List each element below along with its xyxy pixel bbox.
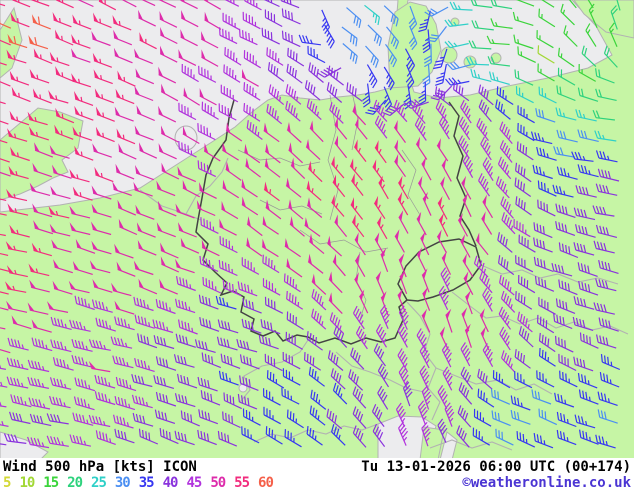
country-border xyxy=(239,333,313,403)
germany-border xyxy=(397,238,482,302)
map-datetime: Tu 13-01-2026 06:00 UTC (00+174) xyxy=(361,458,631,475)
legend-value: 20 xyxy=(67,474,83,490)
land-region xyxy=(573,0,634,39)
legend-value: 45 xyxy=(186,474,202,490)
lake xyxy=(174,125,198,151)
sea-region xyxy=(0,431,49,460)
legend-value: 60 xyxy=(258,474,274,490)
country-border xyxy=(185,157,229,215)
legend-value: 55 xyxy=(234,474,250,490)
country-border xyxy=(335,351,425,393)
germany-border xyxy=(448,101,477,247)
wind-barbs-layer xyxy=(0,0,621,449)
legend-value: 15 xyxy=(43,474,59,490)
country-border xyxy=(429,439,513,451)
copyright-label: ©weatheronline.co.uk xyxy=(462,474,631,490)
map-footer: Wind 500 hPa [kts] ICON Tu 13-01-2026 06… xyxy=(0,458,634,490)
legend-value: 10 xyxy=(19,474,35,490)
legend-value: 30 xyxy=(114,474,131,490)
country-border xyxy=(480,264,619,285)
wind-map-svg xyxy=(0,0,634,460)
state-border xyxy=(401,149,421,216)
legend-value: 5 xyxy=(3,474,12,490)
state-border xyxy=(327,94,339,221)
state-border xyxy=(237,149,321,167)
wind-speed-legend: 5 10 15 20 25 30 35 40 45 50 55 60 xyxy=(3,475,282,490)
map-title: Wind 500 hPa [kts] ICON xyxy=(3,458,197,475)
country-border xyxy=(406,301,441,421)
legend-value: 40 xyxy=(162,474,179,490)
land-region xyxy=(419,426,445,460)
legend-value: 50 xyxy=(210,474,226,490)
country-border xyxy=(253,423,379,443)
state-border xyxy=(299,229,389,253)
legend-value: 25 xyxy=(91,474,107,490)
country-border xyxy=(435,367,553,395)
sea-region xyxy=(439,431,458,460)
legend-value: 35 xyxy=(138,474,155,490)
